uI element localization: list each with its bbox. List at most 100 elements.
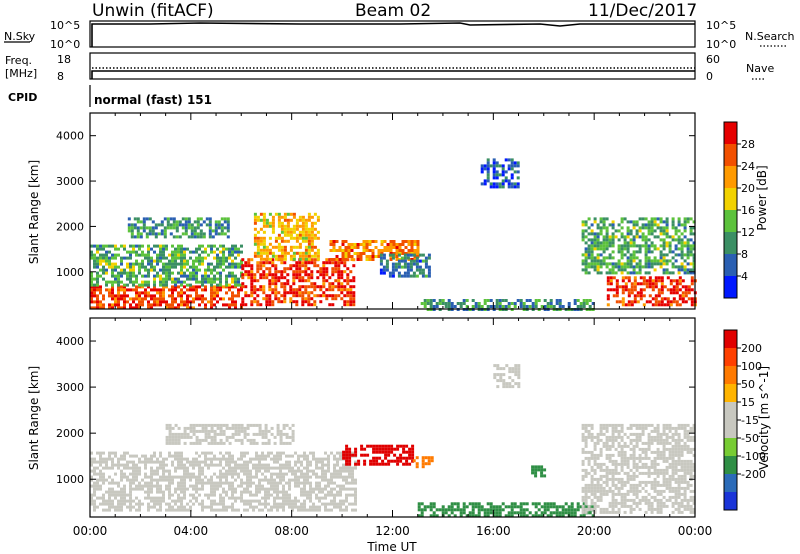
nsearch-label: N.Search bbox=[745, 30, 795, 43]
cpid-value: normal (fast) 151 bbox=[94, 93, 212, 107]
colorbar-tick-label: 100 bbox=[741, 360, 762, 373]
vel-region bbox=[417, 502, 595, 518]
freq-label-2: [MHz] bbox=[5, 67, 37, 80]
station-title: Unwin (fitACF) bbox=[92, 1, 214, 21]
y-tick-label: 1000 bbox=[56, 473, 84, 486]
nave-tick-top: 60 bbox=[706, 53, 720, 66]
colorbar-swatch bbox=[724, 456, 737, 475]
cpid-label: CPID bbox=[8, 91, 37, 104]
y-tick-label: 4000 bbox=[56, 130, 84, 143]
x-axis: 00:00 04:00 08:00 12:00 16:00 20:00 00:00 bbox=[73, 524, 713, 538]
y-tick-label: 3000 bbox=[56, 381, 84, 394]
freq-label-1: Freq. bbox=[5, 54, 32, 67]
colorbar-swatch bbox=[724, 144, 737, 167]
velocity-ylabel: Slant Range [km] bbox=[27, 366, 41, 470]
nsearch-tick-top: 10^5 bbox=[706, 19, 736, 32]
colorbar-tick-label: 28 bbox=[741, 138, 755, 151]
y-tick-label: 4000 bbox=[56, 335, 84, 348]
velocity-panel: 1000 2000 3000 4000 bbox=[56, 317, 696, 518]
colorbar-tick-label: -100 bbox=[741, 450, 766, 463]
colorbar-tick-label: 16 bbox=[741, 204, 755, 217]
nave-tick-bottom: 0 bbox=[706, 70, 713, 83]
colorbar-swatch bbox=[724, 420, 737, 439]
y-tick-label: 3000 bbox=[56, 175, 84, 188]
nave-label: Nave bbox=[746, 62, 774, 75]
velocity-colorbar-label: Velocity [m s^-1] bbox=[757, 366, 771, 470]
colorbar-tick-label: 4 bbox=[741, 270, 748, 283]
x-tick-label: 00:00 bbox=[73, 524, 108, 538]
colorbar-swatch bbox=[724, 348, 737, 367]
nsky-tick-bottom: 10^0 bbox=[50, 38, 80, 51]
power-region bbox=[480, 158, 520, 189]
colorbar-tick-label: 12 bbox=[741, 226, 755, 239]
vel-region bbox=[412, 456, 434, 469]
power-region bbox=[253, 212, 320, 261]
y-tick-label: 2000 bbox=[56, 427, 84, 440]
colorbar-tick-label: -50 bbox=[741, 432, 759, 445]
colorbar-swatch bbox=[724, 188, 737, 211]
nsky-label: N.Sky bbox=[4, 30, 36, 43]
colorbar-swatch bbox=[724, 166, 737, 189]
power-region bbox=[379, 253, 431, 278]
colorbar-swatch bbox=[724, 232, 737, 255]
x-tick-label: 04:00 bbox=[174, 524, 209, 538]
colorbar-swatch bbox=[724, 384, 737, 403]
x-tick-label: 08:00 bbox=[274, 524, 309, 538]
power-region bbox=[241, 258, 356, 307]
x-tick-label: 12:00 bbox=[375, 524, 410, 538]
velocity-data bbox=[90, 364, 696, 518]
x-tick-label: 20:00 bbox=[577, 524, 612, 538]
vel-region bbox=[531, 465, 547, 478]
power-panel: 1000 2000 3000 4000 bbox=[56, 112, 697, 311]
power-colorbar-label: Power [dB] bbox=[755, 165, 769, 230]
colorbar-tick-label: -200 bbox=[741, 468, 766, 481]
x-tick-label: 00:00 bbox=[678, 524, 713, 538]
colorbar-tick-label: 15 bbox=[741, 396, 755, 409]
x-tick-label: 16:00 bbox=[476, 524, 511, 538]
y-tick-label: 1000 bbox=[56, 266, 84, 279]
colorbar-tick-label: 200 bbox=[741, 342, 762, 355]
nsky-tick-top: 10^5 bbox=[50, 19, 80, 32]
velocity-colorbar: 200 100 50 15 -15 -50 -100 -200 bbox=[723, 329, 766, 511]
vel-region bbox=[165, 423, 295, 445]
colorbar-swatch bbox=[724, 210, 737, 233]
colorbar-swatch bbox=[724, 276, 737, 299]
power-ylabel: Slant Range [km] bbox=[27, 160, 41, 264]
freq-tick-bottom: 8 bbox=[57, 70, 64, 83]
colorbar-swatch bbox=[724, 438, 737, 457]
colorbar-swatch bbox=[724, 474, 737, 493]
colorbar-swatch bbox=[724, 402, 737, 421]
beam-title: Beam 02 bbox=[355, 1, 431, 21]
power-region bbox=[127, 217, 230, 239]
vel-region bbox=[342, 444, 415, 466]
y-tick-label: 2000 bbox=[56, 220, 84, 233]
nsky-trace bbox=[91, 22, 695, 47]
vel-region bbox=[90, 451, 357, 512]
velocity-yticks: 1000 2000 3000 4000 bbox=[56, 318, 696, 517]
colorbar-swatch bbox=[724, 122, 737, 145]
colorbar-swatch bbox=[724, 492, 737, 511]
colorbar-swatch bbox=[724, 254, 737, 277]
freq-trace bbox=[91, 70, 695, 79]
power-yticks: 1000 2000 3000 4000 bbox=[56, 113, 696, 309]
power-region bbox=[90, 285, 243, 310]
colorbar-tick-label: 24 bbox=[741, 160, 755, 173]
freq-tick-top: 18 bbox=[57, 53, 71, 66]
colorbar-tick-label: -15 bbox=[741, 414, 759, 427]
colorbar-swatch bbox=[724, 330, 737, 349]
colorbar-tick-label: 8 bbox=[741, 248, 748, 261]
colorbar-tick-label: 20 bbox=[741, 182, 755, 195]
power-data bbox=[90, 158, 697, 311]
freq-panel bbox=[89, 52, 696, 80]
colorbar-tick-label: 50 bbox=[741, 378, 755, 391]
power-region bbox=[581, 217, 696, 275]
nsky-panel bbox=[89, 20, 696, 48]
power-colorbar: 28 24 20 16 12 8 4 bbox=[723, 121, 755, 299]
colorbar-swatch bbox=[724, 366, 737, 385]
x-axis-label: Time UT bbox=[366, 540, 417, 554]
vel-region bbox=[581, 423, 696, 514]
date-title: 11/Dec/2017 bbox=[588, 1, 697, 21]
power-region bbox=[606, 276, 697, 307]
vel-region bbox=[493, 364, 521, 389]
